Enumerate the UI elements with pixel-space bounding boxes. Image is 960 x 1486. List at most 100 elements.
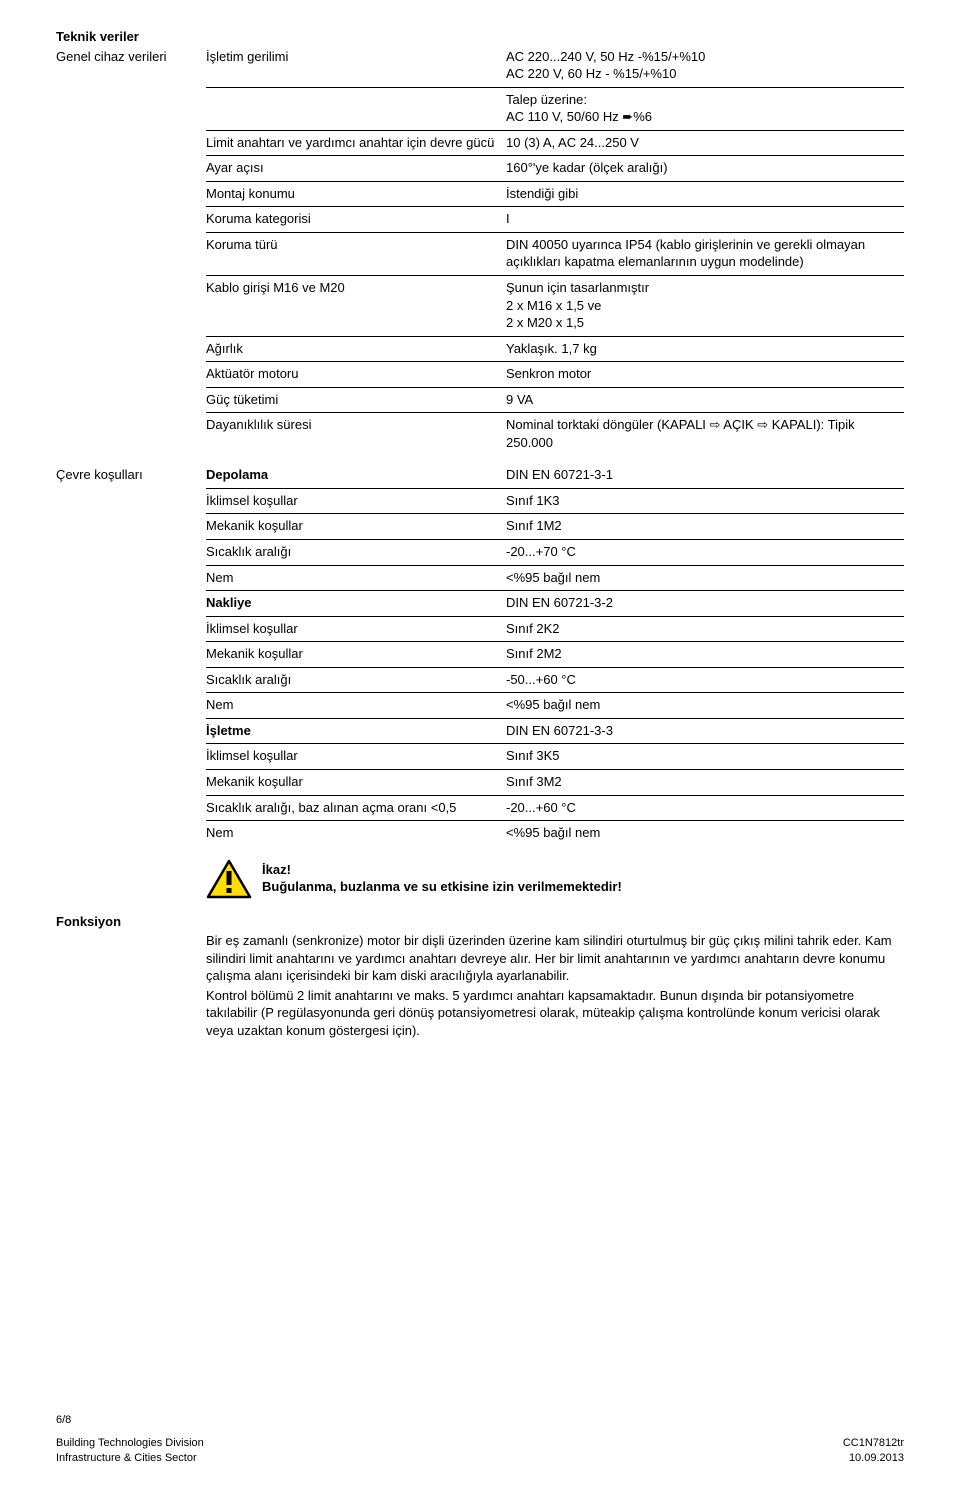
general-device-row: Genel cihaz verileri İşletim gerilimi AC… <box>56 48 904 455</box>
env-value: Sınıf 2K2 <box>506 620 904 639</box>
divider <box>206 795 904 796</box>
spec-value: Senkron motor <box>506 365 904 384</box>
divider <box>206 590 904 591</box>
spec-value: DIN 40050 uyarınca IP54 (kablo girişleri… <box>506 236 904 272</box>
env-group-title-value: DIN EN 60721-3-3 <box>506 722 904 741</box>
spec-key: Montaj konumu <box>206 185 506 204</box>
spec-value: I <box>506 210 904 229</box>
spec-key: Dayanıklılık süresi <box>206 416 506 452</box>
env-group-header: DepolamaDIN EN 60721-3-1 <box>206 466 904 485</box>
spec-row: Kablo girişi M16 ve M20Şunun için tasarl… <box>206 279 904 333</box>
env-key: Sıcaklık aralığı <box>206 543 506 562</box>
env-group-title-value: DIN EN 60721-3-1 <box>506 466 904 485</box>
spec-value: Yaklaşık. 1,7 kg <box>506 340 904 359</box>
env-value: <%95 bağıl nem <box>506 569 904 588</box>
footer-right-2: 10.09.2013 <box>843 1451 904 1466</box>
spec-key: Limit anahtarı ve yardımcı anahtar için … <box>206 134 506 153</box>
spec-row: Dayanıklılık süresiNominal torktaki döng… <box>206 416 904 452</box>
env-value: Sınıf 3K5 <box>506 747 904 766</box>
env-row: Nem<%95 bağıl nem <box>206 696 904 715</box>
env-group-title-value: DIN EN 60721-3-2 <box>506 594 904 613</box>
env-key: Nem <box>206 696 506 715</box>
env-group-title: Nakliye <box>206 594 506 613</box>
footer-left-1: Building Technologies Division <box>56 1436 204 1451</box>
divider <box>206 820 904 821</box>
env-value: Sınıf 3M2 <box>506 773 904 792</box>
spec-key: Koruma kategorisi <box>206 210 506 229</box>
env-key: İklimsel koşullar <box>206 492 506 511</box>
function-body: Bir eş zamanlı (senkronize) motor bir di… <box>206 932 904 1039</box>
env-key: Sıcaklık aralığı <box>206 671 506 690</box>
divider <box>206 336 904 337</box>
divider <box>206 616 904 617</box>
ov-line2: AC 220 V, 60 Hz - %15/+%10 <box>506 66 676 81</box>
spec-value: Şunun için tasarlanmıştır2 x M16 x 1,5 v… <box>506 279 904 333</box>
divider <box>206 232 904 233</box>
spec-key: Ayar açısı <box>206 159 506 178</box>
warning-text-block: İkaz! Buğulanma, buzlanma ve su etkisine… <box>262 859 622 896</box>
env-row: Mekanik koşullarSınıf 2M2 <box>206 645 904 664</box>
spec-value: Nominal torktaki döngüler (KAPALI ⇨ AÇIK… <box>506 416 904 452</box>
divider <box>206 488 904 489</box>
env-value: Sınıf 1K3 <box>506 492 904 511</box>
function-paragraph: Bir eş zamanlı (senkronize) motor bir di… <box>206 932 904 985</box>
footer-right-1: CC1N7812tr <box>843 1436 904 1451</box>
footer-left-2: Infrastructure & Cities Sector <box>56 1451 204 1466</box>
divider <box>206 130 904 131</box>
env-row: Nem<%95 bağıl nem <box>206 824 904 843</box>
env-row: Mekanik koşullarSınıf 1M2 <box>206 517 904 536</box>
operating-voltage-value: AC 220...240 V, 50 Hz -%15/+%10 AC 220 V… <box>506 48 904 84</box>
env-row: İklimsel koşullarSınıf 1K3 <box>206 492 904 511</box>
env-group-header: NakliyeDIN EN 60721-3-2 <box>206 594 904 613</box>
footer-page-num: 6/8 <box>56 1413 204 1428</box>
env-row: İklimsel koşullarSınıf 2K2 <box>206 620 904 639</box>
warning-icon <box>206 859 252 899</box>
divider <box>206 641 904 642</box>
divider <box>206 692 904 693</box>
spec-key: Kablo girişi M16 ve M20 <box>206 279 506 333</box>
env-value: <%95 bağıl nem <box>506 696 904 715</box>
spec-key: Ağırlık <box>206 340 506 359</box>
operating-voltage-label: İşletim gerilimi <box>206 48 506 84</box>
spec-value: İstendiği gibi <box>506 185 904 204</box>
page-footer: 6/8 Building Technologies Division Infra… <box>56 1409 904 1466</box>
env-group-header: İşletmeDIN EN 60721-3-3 <box>206 722 904 741</box>
divider <box>206 743 904 744</box>
env-row: Sıcaklık aralığı, baz alınan açma oranı … <box>206 799 904 818</box>
spec-value: 160°'ye kadar (ölçek aralığı) <box>506 159 904 178</box>
divider <box>206 412 904 413</box>
env-row: Sıcaklık aralığı-20...+70 °C <box>206 543 904 562</box>
left-label-env: Çevre koşulları <box>56 466 206 484</box>
spec-row: AğırlıkYaklaşık. 1,7 kg <box>206 340 904 359</box>
divider <box>206 718 904 719</box>
divider <box>206 387 904 388</box>
spec-value: 10 (3) A, AC 24...250 V <box>506 134 904 153</box>
divider <box>206 181 904 182</box>
function-paragraph: Kontrol bölümü 2 limit anahtarını ve mak… <box>206 987 904 1040</box>
warning-block: İkaz! Buğulanma, buzlanma ve su etkisine… <box>206 859 904 899</box>
env-row: Mekanik koşullarSınıf 3M2 <box>206 773 904 792</box>
divider <box>206 565 904 566</box>
page-title: Teknik veriler <box>56 28 904 46</box>
spec-row: Aktüatör motoruSenkron motor <box>206 365 904 384</box>
env-value: Sınıf 2M2 <box>506 645 904 664</box>
spec-key: Aktüatör motoru <box>206 365 506 384</box>
env-key: İklimsel koşullar <box>206 747 506 766</box>
spec-key: Güç tüketimi <box>206 391 506 410</box>
env-conditions-row: Çevre koşulları DepolamaDIN EN 60721-3-1… <box>56 466 904 844</box>
divider <box>206 155 904 156</box>
warning-title: İkaz! <box>262 861 622 879</box>
spec-key: Koruma türü <box>206 236 506 272</box>
env-row: İklimsel koşullarSınıf 3K5 <box>206 747 904 766</box>
divider <box>206 361 904 362</box>
divider <box>206 667 904 668</box>
env-value: -20...+70 °C <box>506 543 904 562</box>
function-title: Fonksiyon <box>56 913 904 931</box>
env-row: Sıcaklık aralığı-50...+60 °C <box>206 671 904 690</box>
spec-table-talep: Talep üzerine: AC 110 V, 50/60 Hz ➨%6 <box>206 91 904 127</box>
divider <box>206 87 904 88</box>
divider <box>206 275 904 276</box>
talep-value: AC 110 V, 50/60 Hz ➨%6 <box>506 109 652 124</box>
spec-value: 9 VA <box>506 391 904 410</box>
env-key: Nem <box>206 824 506 843</box>
